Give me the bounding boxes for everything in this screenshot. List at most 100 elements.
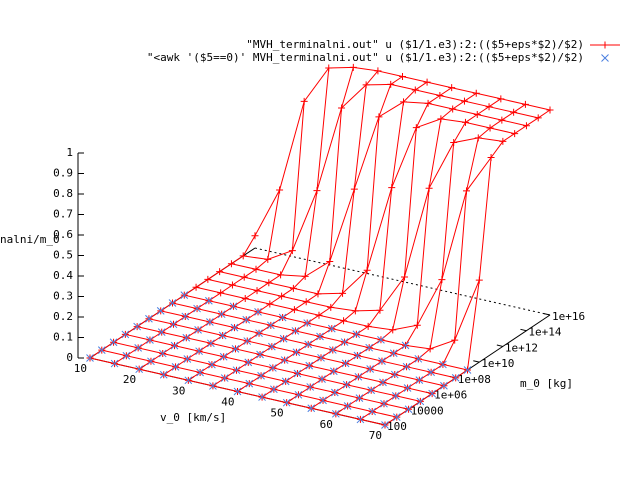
- surface-line: [195, 157, 492, 331]
- data-point: [228, 281, 236, 289]
- data-point: [379, 378, 387, 387]
- data-point: [196, 368, 204, 377]
- data-point: [157, 328, 166, 337]
- data-point: [231, 345, 240, 353]
- data-point: [184, 376, 193, 385]
- data-point: [266, 300, 274, 308]
- data-point: [404, 405, 413, 414]
- data-point: [270, 385, 278, 394]
- y-tick-label: 1e+10: [481, 357, 514, 370]
- data-point: [387, 80, 395, 88]
- data-point: [340, 338, 349, 346]
- data-point: [217, 310, 226, 319]
- y-tick-label: 100: [387, 420, 407, 433]
- data-point: [122, 351, 131, 360]
- z-tick-label: 0.8: [53, 187, 73, 200]
- data-point: [392, 413, 401, 421]
- data-point: [462, 187, 470, 195]
- data-point: [352, 330, 361, 339]
- data-point: [463, 366, 472, 374]
- y-axis-label: m_0 [kg]: [520, 377, 573, 390]
- data-point: [448, 84, 456, 92]
- data-point: [390, 370, 399, 379]
- z-tick-label: 0: [66, 351, 73, 364]
- data-point: [314, 290, 322, 298]
- y-tick: [543, 313, 551, 316]
- data-point: [303, 319, 312, 327]
- legend-label: "<awk '($5==0)' MVH_terminalni.out" u ($…: [147, 51, 584, 64]
- data-point: [534, 114, 542, 122]
- data-point: [216, 268, 224, 276]
- data-point: [302, 298, 310, 306]
- data-point: [233, 387, 242, 396]
- data-point: [257, 371, 265, 380]
- data-point: [204, 275, 212, 283]
- legend-marker: [601, 41, 609, 49]
- data-point: [121, 330, 130, 339]
- x-tick-label: 30: [172, 384, 185, 397]
- data-point: [265, 279, 273, 287]
- data-point: [366, 365, 375, 373]
- data-point: [498, 116, 506, 124]
- base-edge: [254, 247, 551, 316]
- data-point: [451, 374, 460, 382]
- surface-line: [138, 101, 305, 370]
- data-point: [293, 369, 302, 378]
- data-point: [171, 363, 180, 371]
- data-point: [401, 273, 409, 281]
- surface-line: [184, 279, 480, 350]
- data-point: [255, 329, 263, 338]
- data-point: [278, 313, 287, 322]
- data-point: [258, 393, 266, 401]
- data-point: [375, 113, 383, 121]
- data-point: [305, 361, 314, 370]
- data-point: [423, 78, 431, 86]
- data-point: [356, 415, 365, 424]
- data-point: [244, 358, 253, 367]
- data-point: [245, 379, 254, 388]
- data-point: [269, 364, 277, 372]
- data-point: [97, 346, 106, 354]
- data-point: [180, 291, 189, 299]
- data-point: [194, 326, 202, 334]
- data-point: [415, 376, 424, 384]
- surface-line: [243, 83, 539, 260]
- data-point: [450, 139, 458, 147]
- legend-label: "MVH_terminalni.out" u ($1/1.e3):2:(($5+…: [246, 38, 584, 51]
- data-point: [402, 362, 411, 371]
- data-point: [329, 367, 338, 376]
- data-point: [218, 331, 227, 340]
- data-point: [473, 111, 481, 119]
- data-point: [440, 381, 448, 390]
- data-point: [401, 341, 410, 350]
- data-point: [377, 335, 385, 344]
- data-point: [168, 299, 177, 307]
- data-point: [487, 153, 495, 161]
- data-point: [281, 377, 290, 386]
- data-point: [327, 324, 336, 333]
- data-point: [282, 398, 291, 407]
- data-point: [412, 124, 420, 132]
- data-point: [208, 360, 216, 369]
- data-point: [351, 307, 359, 315]
- data-point: [362, 81, 370, 89]
- data-point: [426, 345, 434, 353]
- data-point: [439, 360, 447, 369]
- data-point: [307, 404, 316, 413]
- data-point: [474, 134, 482, 142]
- data-point: [451, 336, 459, 344]
- data-point: [389, 326, 397, 334]
- data-point: [425, 184, 433, 192]
- data-point: [428, 389, 436, 398]
- data-point: [363, 266, 371, 274]
- data-point: [241, 294, 249, 302]
- y-tick-label: 1e+08: [458, 373, 491, 386]
- data-point: [135, 365, 144, 374]
- data-point: [486, 124, 494, 132]
- data-point: [389, 349, 398, 358]
- data-point: [328, 346, 337, 354]
- data-point: [306, 383, 315, 391]
- data-point: [276, 186, 284, 194]
- data-point: [133, 322, 141, 331]
